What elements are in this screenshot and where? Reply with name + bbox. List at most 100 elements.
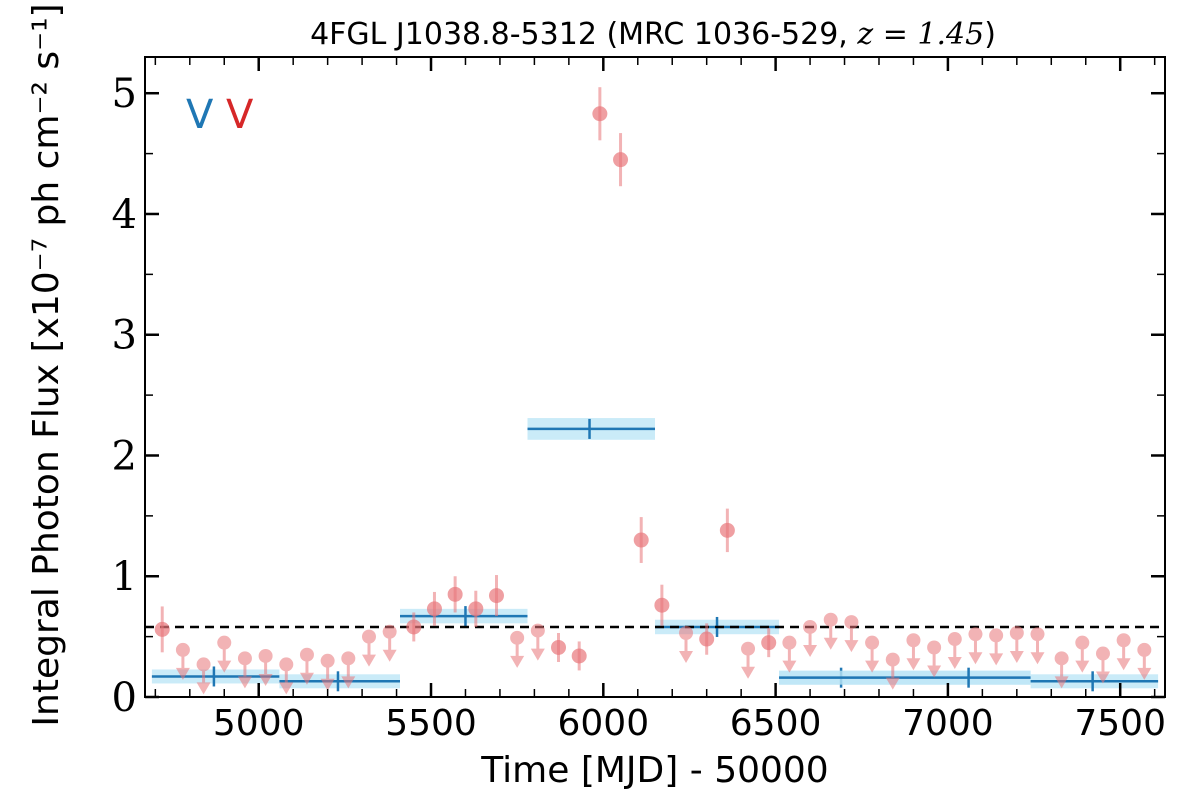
upper-limit-marker — [1054, 651, 1069, 666]
y-tick-label-0: 0 — [112, 675, 137, 721]
upper-limit-14 — [741, 641, 756, 679]
upper-limit-arrow — [1075, 660, 1090, 673]
upper-limit-marker — [175, 642, 190, 657]
upper-limit-arrow — [968, 652, 983, 665]
upper-limit-18 — [844, 615, 859, 653]
y-tick-label-3: 3 — [112, 313, 137, 359]
detection-marker — [719, 522, 735, 538]
upper-limit-arrow — [530, 648, 545, 661]
y-tick-label-4: 4 — [112, 192, 137, 238]
detection-8 — [592, 87, 608, 141]
detection-marker — [613, 152, 629, 168]
detection-4 — [468, 590, 484, 627]
detection-10 — [633, 517, 649, 563]
upper-limit-19 — [865, 635, 880, 673]
upper-limit-marker — [844, 615, 859, 630]
upper-limit-marker — [803, 619, 818, 634]
upper-limit-marker — [947, 632, 962, 647]
upper-limit-16 — [803, 619, 818, 657]
y-tick-labels: 0 1 2 3 4 5 — [112, 71, 137, 721]
upper-limit-marker — [196, 657, 211, 672]
detection-marker — [468, 601, 484, 617]
detection-marker — [488, 588, 504, 604]
upper-limit-20 — [885, 652, 900, 690]
upper-limit-11 — [510, 630, 525, 668]
upper-limit-marker — [217, 635, 232, 650]
upper-limit-6 — [299, 647, 314, 685]
x-tick-label-4: 7000 — [902, 703, 994, 744]
upper-limit-marker — [237, 651, 252, 666]
y-tick-label-5: 5 — [112, 71, 137, 117]
detection-11 — [654, 584, 670, 626]
axis-ticks — [145, 57, 1165, 699]
y-tick-label-2: 2 — [112, 433, 137, 479]
x-tick-label-0: 5000 — [213, 703, 305, 744]
detection-6 — [551, 633, 567, 662]
upper-limit-10 — [382, 624, 397, 662]
upper-limit-arrow — [510, 655, 525, 668]
upper-limit-marker — [1009, 626, 1024, 640]
upper-limit-marker — [823, 612, 838, 627]
upper-limit-7 — [320, 653, 335, 691]
upper-limit-arrow — [1137, 667, 1152, 680]
upper-limit-arrow — [823, 637, 838, 650]
upper-limit-marker — [1137, 642, 1152, 657]
detection-marker — [154, 621, 170, 637]
detection-1 — [406, 612, 422, 642]
upper-limit-12 — [530, 623, 545, 661]
upper-limit-marker — [299, 647, 314, 662]
detection-marker — [571, 648, 587, 664]
upper-limit-4 — [258, 648, 273, 686]
upper-limit-21 — [906, 633, 921, 671]
detection-14 — [761, 628, 777, 658]
upper-limit-1 — [196, 657, 211, 695]
upper-limit-8 — [341, 651, 356, 689]
upper-limit-24 — [968, 627, 983, 665]
upper-limits — [175, 612, 1152, 695]
detection-marker — [633, 532, 649, 548]
upper-limit-marker — [361, 629, 376, 644]
upper-limit-arrow — [906, 658, 921, 671]
upper-limit-30 — [1095, 646, 1110, 684]
upper-limit-29 — [1075, 635, 1090, 673]
upper-limit-15 — [782, 635, 797, 673]
detection-marker — [654, 597, 670, 613]
upper-limit-26 — [1009, 626, 1024, 663]
y-axis-label: Integral Photon Flux [x10⁻⁷ ph cm⁻² s⁻¹] — [26, 3, 67, 726]
x-axis-label: Time [MJD] - 50000 — [480, 750, 828, 791]
upper-limit-arrow — [885, 677, 900, 690]
plot-frame — [144, 56, 1166, 698]
upper-limit-arrow — [237, 676, 252, 689]
upper-limit-arrow — [361, 654, 376, 667]
legend-label-bins: V — [226, 92, 254, 138]
detection-marker — [426, 601, 442, 617]
upper-limit-arrow — [320, 678, 335, 691]
upper-limit-arrow — [258, 673, 273, 686]
detection-marker — [592, 106, 608, 122]
upper-limit-marker — [1075, 635, 1090, 650]
upper-limit-marker — [1030, 627, 1045, 642]
upper-limit-22 — [927, 640, 942, 678]
detection-2 — [426, 591, 442, 626]
legend-label-blocks: V — [186, 92, 214, 138]
upper-limit-32 — [1137, 642, 1152, 680]
upper-limit-25 — [989, 628, 1004, 666]
x-tick-label-3: 6500 — [730, 703, 822, 744]
upper-limit-23 — [947, 632, 962, 670]
upper-limit-2 — [217, 635, 232, 673]
upper-limit-arrow — [217, 660, 232, 673]
upper-limit-arrow — [803, 644, 818, 657]
x-tick-labels: 5000 5500 6000 6500 7000 7500 — [213, 703, 1166, 744]
upper-limit-28 — [1054, 651, 1069, 689]
upper-limit-marker — [530, 623, 545, 638]
upper-limit-marker — [341, 651, 356, 666]
detection-12 — [699, 623, 715, 655]
upper-limit-arrow — [279, 682, 294, 695]
upper-limit-3 — [237, 651, 252, 689]
upper-limit-arrow — [865, 660, 880, 673]
upper-limit-arrow — [782, 660, 797, 673]
upper-limit-arrow — [947, 657, 962, 670]
upper-limit-marker — [1095, 646, 1110, 661]
detection-13 — [719, 508, 735, 553]
